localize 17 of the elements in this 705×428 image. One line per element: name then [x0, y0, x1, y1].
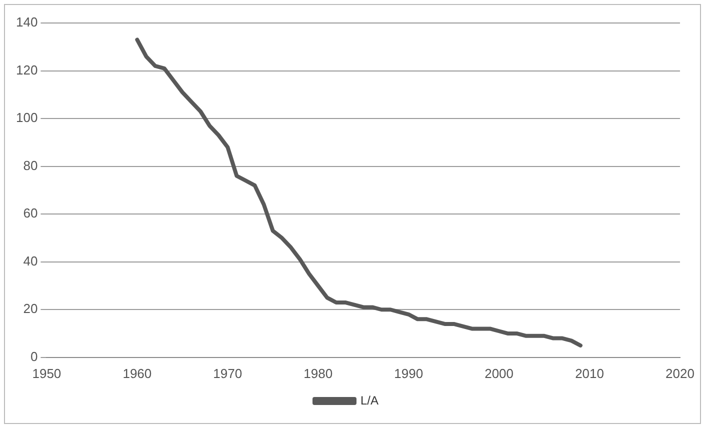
- x-tick-label: 2020: [666, 366, 694, 381]
- y-tick-label: 140: [16, 14, 38, 30]
- y-tick-label: 100: [16, 110, 38, 126]
- y-tick-label: 60: [23, 206, 38, 221]
- x-tick-label: 1990: [394, 366, 424, 381]
- x-tick-label: 2010: [575, 366, 604, 381]
- x-tick-label: 1980: [304, 366, 333, 381]
- x-tick-label: 1950: [32, 366, 62, 381]
- y-tick-label: 80: [23, 158, 38, 173]
- x-tick-label: 2000: [484, 366, 514, 381]
- legend-label: L/A: [360, 393, 379, 408]
- y-tick-label: 40: [23, 253, 38, 268]
- x-tick-label: 1970: [213, 366, 242, 381]
- y-tick-label: 0: [30, 348, 38, 364]
- y-tick-label: 20: [23, 301, 38, 316]
- x-tick-label: 1960: [122, 366, 152, 381]
- y-tick-label: 120: [16, 62, 38, 78]
